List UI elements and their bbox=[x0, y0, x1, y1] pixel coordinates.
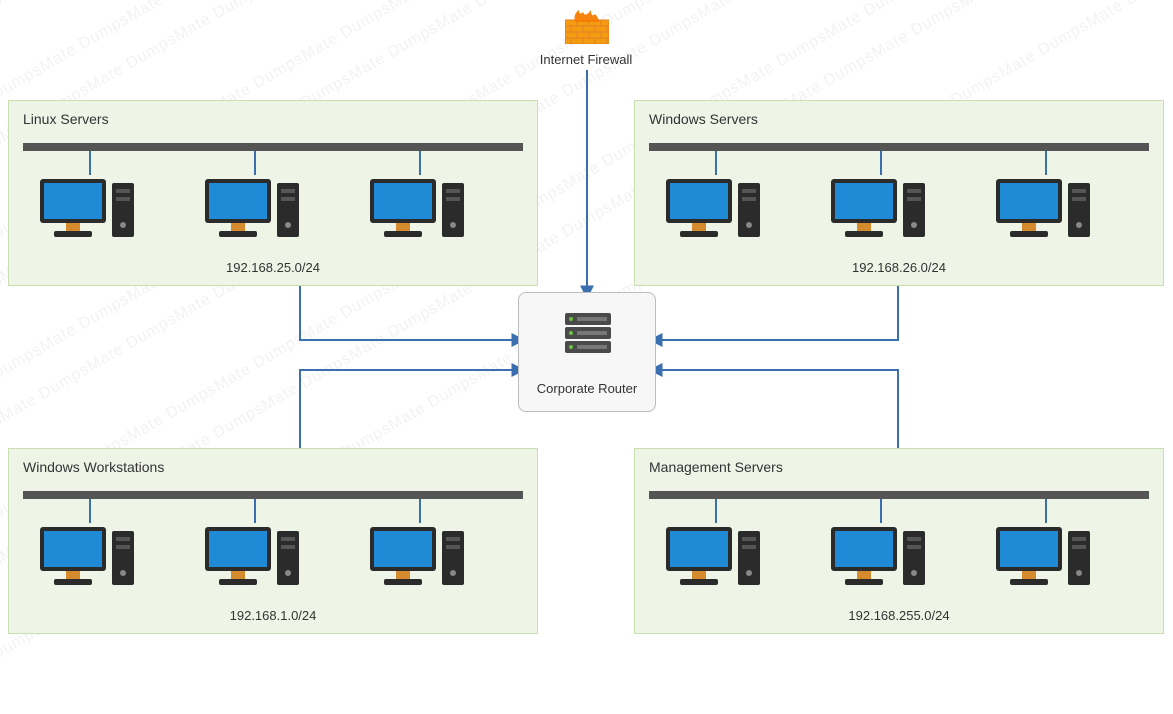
network-bus bbox=[23, 143, 523, 151]
zone-windows-workstations: Windows Workstations 192.168.1.0/24 bbox=[8, 448, 538, 634]
workstation-icon bbox=[34, 175, 144, 247]
connector-windows_srv-to-router bbox=[650, 286, 898, 340]
bus-drop-line bbox=[715, 151, 717, 175]
zone-title: Windows Servers bbox=[649, 111, 758, 127]
network-bus bbox=[649, 491, 1149, 499]
bus-drop-line bbox=[1045, 499, 1047, 523]
corporate-router-label: Corporate Router bbox=[519, 381, 655, 396]
workstation-icon bbox=[34, 523, 144, 595]
connector-mgmt-to-router bbox=[650, 370, 898, 448]
zone-management-servers: Management Servers 192.168.255.0/24 bbox=[634, 448, 1164, 634]
workstation-icon bbox=[199, 523, 309, 595]
workstation-icon bbox=[364, 523, 474, 595]
bus-drop-line bbox=[254, 499, 256, 523]
bus-drop-line bbox=[880, 499, 882, 523]
bus-drop-line bbox=[89, 499, 91, 523]
corporate-router-box: Corporate Router bbox=[518, 292, 656, 412]
workstation-icon bbox=[660, 175, 770, 247]
bus-drop-line bbox=[880, 151, 882, 175]
zone-title: Management Servers bbox=[649, 459, 783, 475]
zone-linux-servers: Linux Servers 192.168.25.0/24 bbox=[8, 100, 538, 286]
bus-drop-line bbox=[1045, 151, 1047, 175]
zone-subnet: 192.168.26.0/24 bbox=[635, 260, 1163, 275]
firewall-icon bbox=[565, 8, 609, 44]
workstation-icon bbox=[990, 523, 1100, 595]
diagram-stage: Internet Firewall Linux Servers 192.168.… bbox=[0, 0, 1173, 714]
zone-windows-servers: Windows Servers 192.168.26.0/24 bbox=[634, 100, 1164, 286]
network-bus bbox=[649, 143, 1149, 151]
connector-windows_ws-to-router bbox=[300, 370, 524, 448]
bus-drop-line bbox=[254, 151, 256, 175]
zone-subnet: 192.168.255.0/24 bbox=[635, 608, 1163, 623]
workstation-icon bbox=[660, 523, 770, 595]
workstation-icon bbox=[199, 175, 309, 247]
bus-drop-line bbox=[89, 151, 91, 175]
zone-title: Windows Workstations bbox=[23, 459, 164, 475]
bus-drop-line bbox=[419, 499, 421, 523]
bus-drop-line bbox=[715, 499, 717, 523]
zone-title: Linux Servers bbox=[23, 111, 109, 127]
workstation-icon bbox=[825, 523, 935, 595]
router-icon bbox=[563, 311, 613, 355]
zone-subnet: 192.168.25.0/24 bbox=[9, 260, 537, 275]
network-bus bbox=[23, 491, 523, 499]
bus-drop-line bbox=[419, 151, 421, 175]
workstation-icon bbox=[825, 175, 935, 247]
connector-linux-to-router bbox=[300, 286, 524, 340]
firewall-label: Internet Firewall bbox=[486, 52, 686, 67]
workstation-icon bbox=[990, 175, 1100, 247]
zone-subnet: 192.168.1.0/24 bbox=[9, 608, 537, 623]
workstation-icon bbox=[364, 175, 474, 247]
